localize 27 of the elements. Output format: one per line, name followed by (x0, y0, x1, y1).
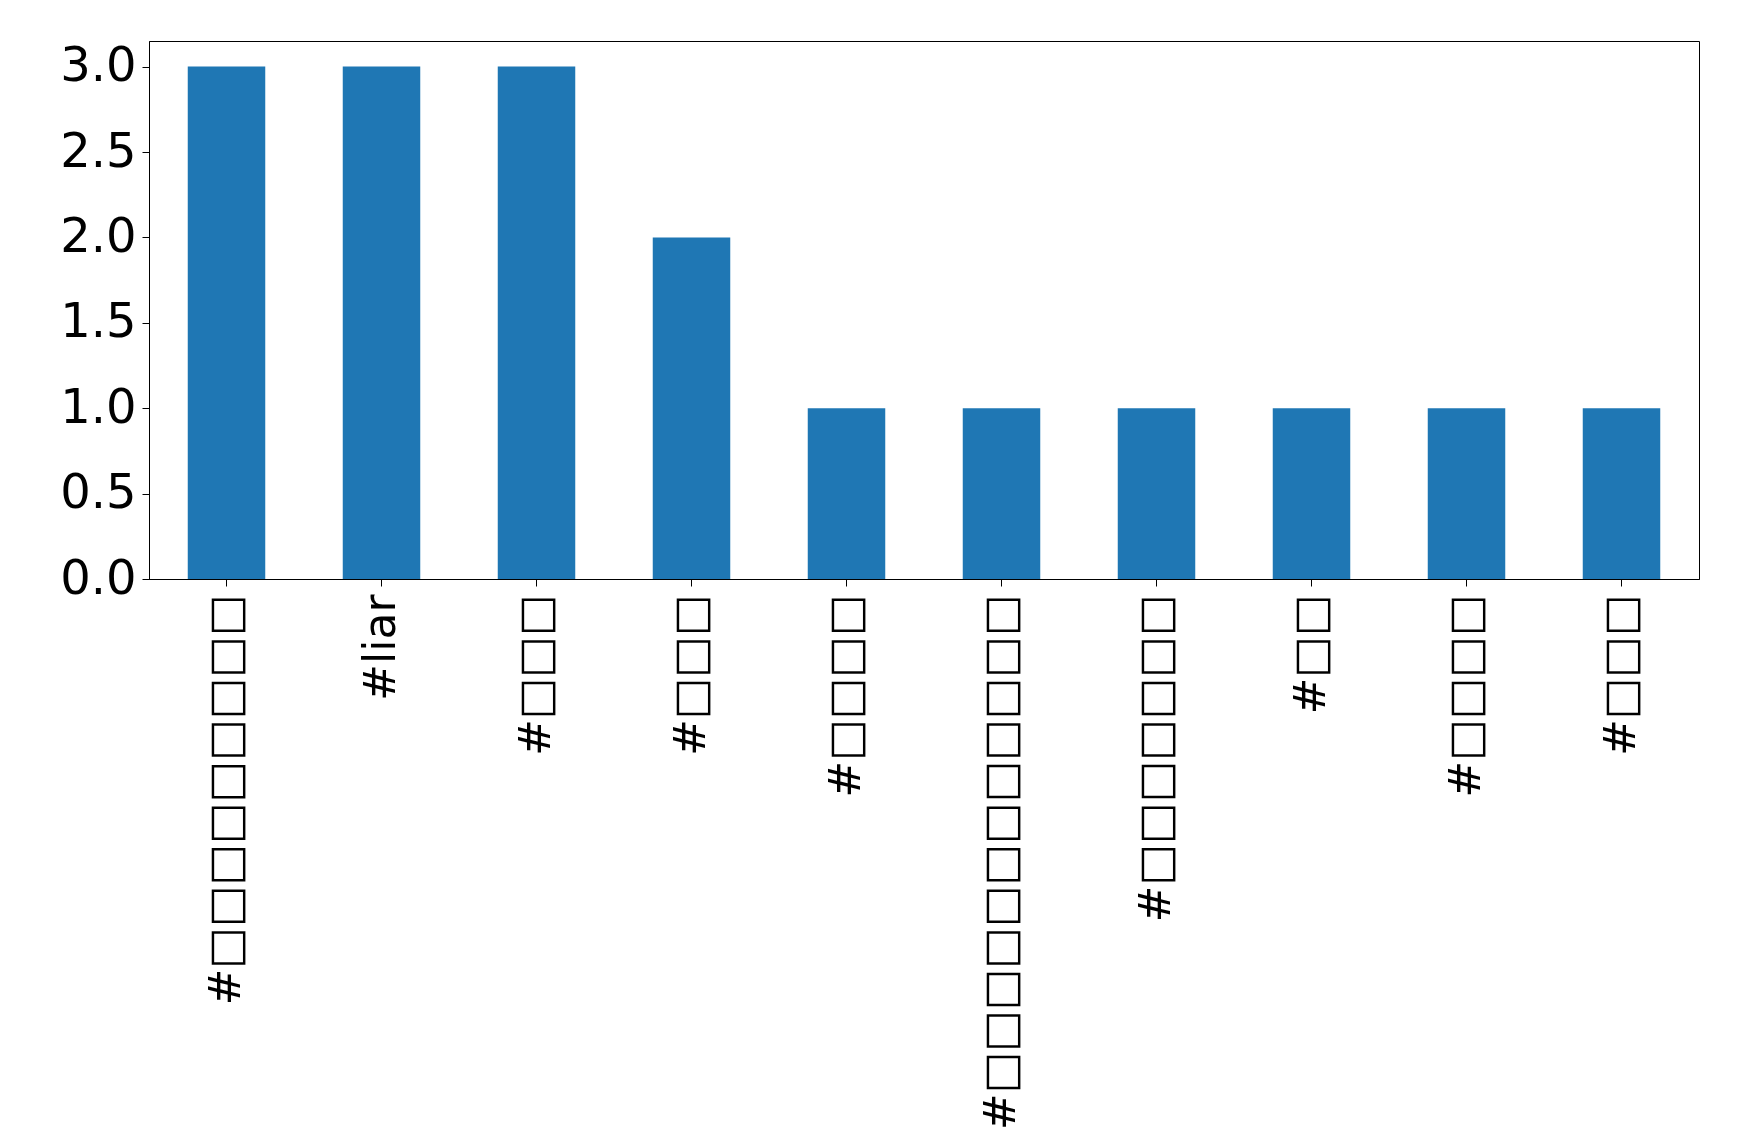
y-tick-label: 1.5 (60, 292, 137, 349)
x-tick-label: #□□□ (508, 594, 560, 757)
bar (187, 66, 266, 579)
x-tick-label: #□□□□□□□□□ (198, 594, 250, 1006)
x-tick-label: #□□□□□□□ (1128, 594, 1180, 923)
bar (1427, 408, 1506, 579)
bar (807, 408, 886, 579)
x-tick-label: #□□ (1283, 594, 1335, 715)
x-tick-label: #□□□ (663, 594, 715, 757)
bar (1272, 408, 1351, 579)
x-tick-label: #□□□ (1593, 594, 1645, 757)
bar (962, 408, 1041, 579)
y-tick-label: 0.0 (60, 548, 137, 605)
x-tick-label: #liar (353, 593, 405, 701)
bar (652, 237, 731, 579)
y-tick-label: 2.0 (60, 206, 137, 263)
y-tick-label: 1.0 (60, 377, 137, 434)
y-tick-label: 2.5 (60, 121, 137, 178)
bar (1117, 408, 1196, 579)
bar (342, 66, 421, 579)
x-tick-label: #□□□□ (1438, 594, 1490, 798)
y-tick-label: 3.0 (60, 36, 137, 93)
x-tick-label: #□□□□□□□□□□□□ (973, 594, 1025, 1131)
bar (497, 66, 576, 579)
bar (1582, 408, 1661, 579)
y-tick-label: 0.5 (60, 463, 137, 520)
x-tick-label: #□□□□ (818, 594, 870, 798)
